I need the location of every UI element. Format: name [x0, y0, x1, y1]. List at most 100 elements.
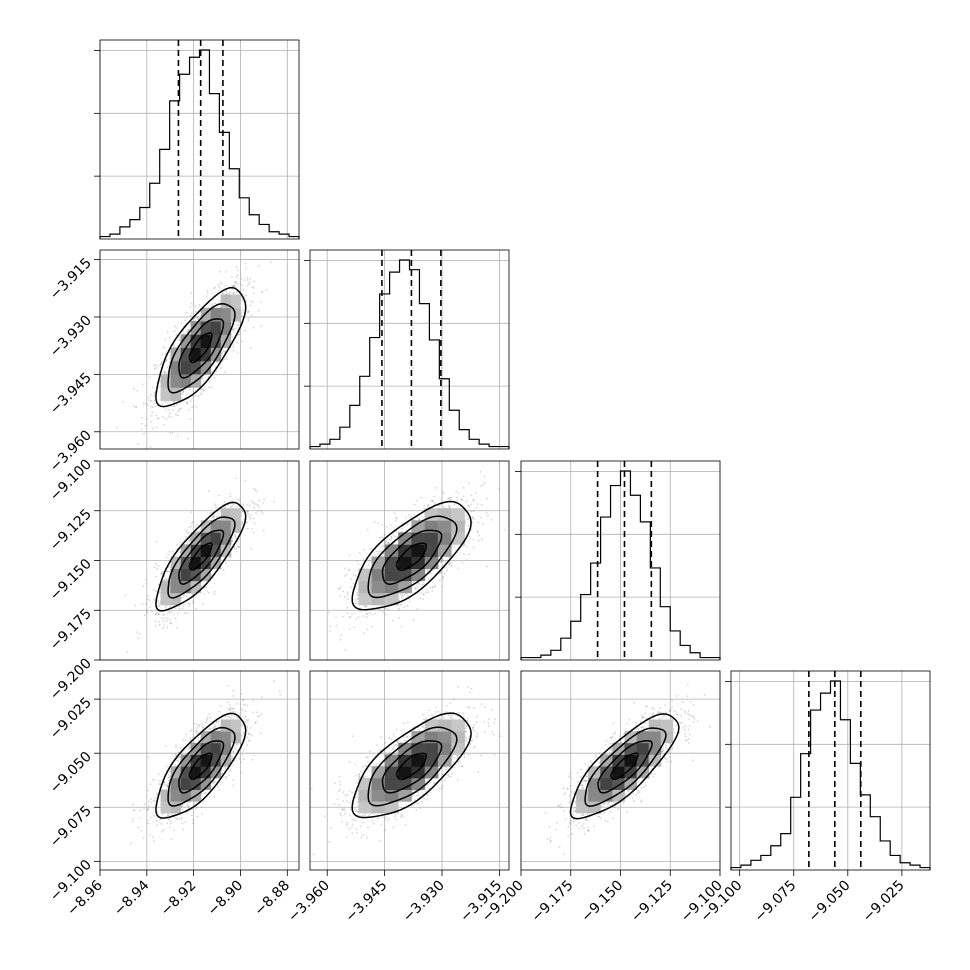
sample-point: [160, 360, 163, 363]
sample-point: [155, 590, 157, 593]
sample-point: [169, 412, 172, 415]
sample-point: [249, 504, 252, 507]
density-cell: [451, 508, 465, 521]
sample-point: [207, 490, 210, 492]
sample-point: [214, 286, 216, 289]
sample-point: [234, 745, 236, 748]
sample-point: [387, 542, 389, 544]
sample-point: [362, 615, 364, 617]
sample-point: [395, 516, 398, 519]
sample-point: [168, 611, 171, 614]
density-cell: [190, 347, 202, 362]
sample-point: [149, 606, 152, 608]
sample-point: [198, 303, 201, 306]
sample-point: [453, 503, 456, 506]
sample-point: [182, 605, 185, 608]
density-cell: [200, 544, 212, 557]
sample-point: [249, 517, 252, 520]
sample-point: [344, 649, 347, 651]
density-cell: [230, 520, 242, 533]
sample-point: [463, 553, 465, 555]
sample-point: [237, 334, 240, 337]
sample-point: [247, 311, 250, 314]
sample-point: [178, 409, 181, 411]
sample-point: [185, 595, 188, 598]
sample-point: [468, 482, 470, 485]
sample-point: [234, 535, 237, 537]
sample-point: [416, 585, 418, 588]
sample-point: [176, 626, 179, 629]
sample-point: [186, 612, 189, 615]
sample-point: [469, 537, 471, 540]
sample-point: [450, 497, 452, 499]
density-cell: [358, 580, 373, 594]
sample-point: [225, 289, 227, 292]
density-cell: [230, 307, 242, 322]
sample-point: [181, 392, 183, 395]
sample-point: [246, 527, 249, 530]
sample-point: [229, 704, 232, 707]
sample-point: [146, 611, 149, 614]
sample-point: [434, 487, 437, 489]
density-cell: [424, 532, 439, 545]
sample-point: [504, 528, 507, 531]
sample-point: [191, 406, 194, 409]
sample-point: [408, 514, 410, 516]
sample-point: [255, 490, 258, 492]
sample-point: [348, 628, 351, 630]
sample-point: [182, 603, 185, 606]
sample-point: [187, 437, 189, 440]
sample-point: [163, 613, 166, 616]
sample-point: [222, 292, 224, 294]
sample-point: [225, 290, 228, 293]
axes-frame: [520, 460, 721, 661]
sample-point: [164, 360, 167, 363]
density-cell: [220, 544, 232, 557]
density-cell: [170, 580, 181, 594]
sample-point: [139, 816, 142, 819]
sample-point: [241, 692, 243, 695]
sample-point: [155, 612, 158, 614]
sample-point: [467, 524, 470, 527]
sample-point: [153, 367, 156, 370]
sample-point: [257, 504, 259, 507]
density-cell: [220, 321, 232, 335]
sample-point: [237, 546, 240, 548]
sample-point: [438, 504, 440, 507]
histogram-step-0: [99, 49, 300, 239]
sample-point: [258, 265, 260, 267]
sample-point: [238, 333, 241, 336]
sample-point: [188, 388, 191, 391]
sample-point: [232, 346, 235, 348]
sample-point: [167, 415, 170, 418]
sample-point: [148, 376, 151, 379]
sample-point: [166, 786, 169, 789]
sample-point: [190, 511, 193, 513]
sample-point: [212, 299, 215, 301]
sample-point: [448, 561, 451, 564]
sample-point: [328, 611, 330, 614]
sample-point: [173, 405, 176, 408]
sample-point: [166, 619, 168, 622]
contour-0: [188, 332, 213, 364]
sample-point: [246, 503, 249, 506]
sample-point: [498, 487, 501, 490]
sample-point: [173, 405, 175, 407]
sample-point: [426, 568, 428, 571]
sample-point: [161, 570, 164, 573]
sample-point: [234, 715, 237, 718]
sample-point: [241, 293, 244, 295]
sample-point: [472, 538, 475, 541]
sample-point: [164, 338, 167, 340]
sample-point: [154, 364, 157, 367]
sample-point: [192, 736, 195, 739]
sample-point: [410, 515, 413, 518]
sample-point: [253, 522, 256, 525]
sample-point: [143, 614, 146, 617]
sample-point: [248, 281, 251, 284]
sample-point: [162, 627, 164, 630]
sample-point: [213, 287, 215, 289]
sample-point: [216, 511, 219, 513]
sample-point: [472, 546, 475, 549]
density-cell: [411, 544, 426, 557]
